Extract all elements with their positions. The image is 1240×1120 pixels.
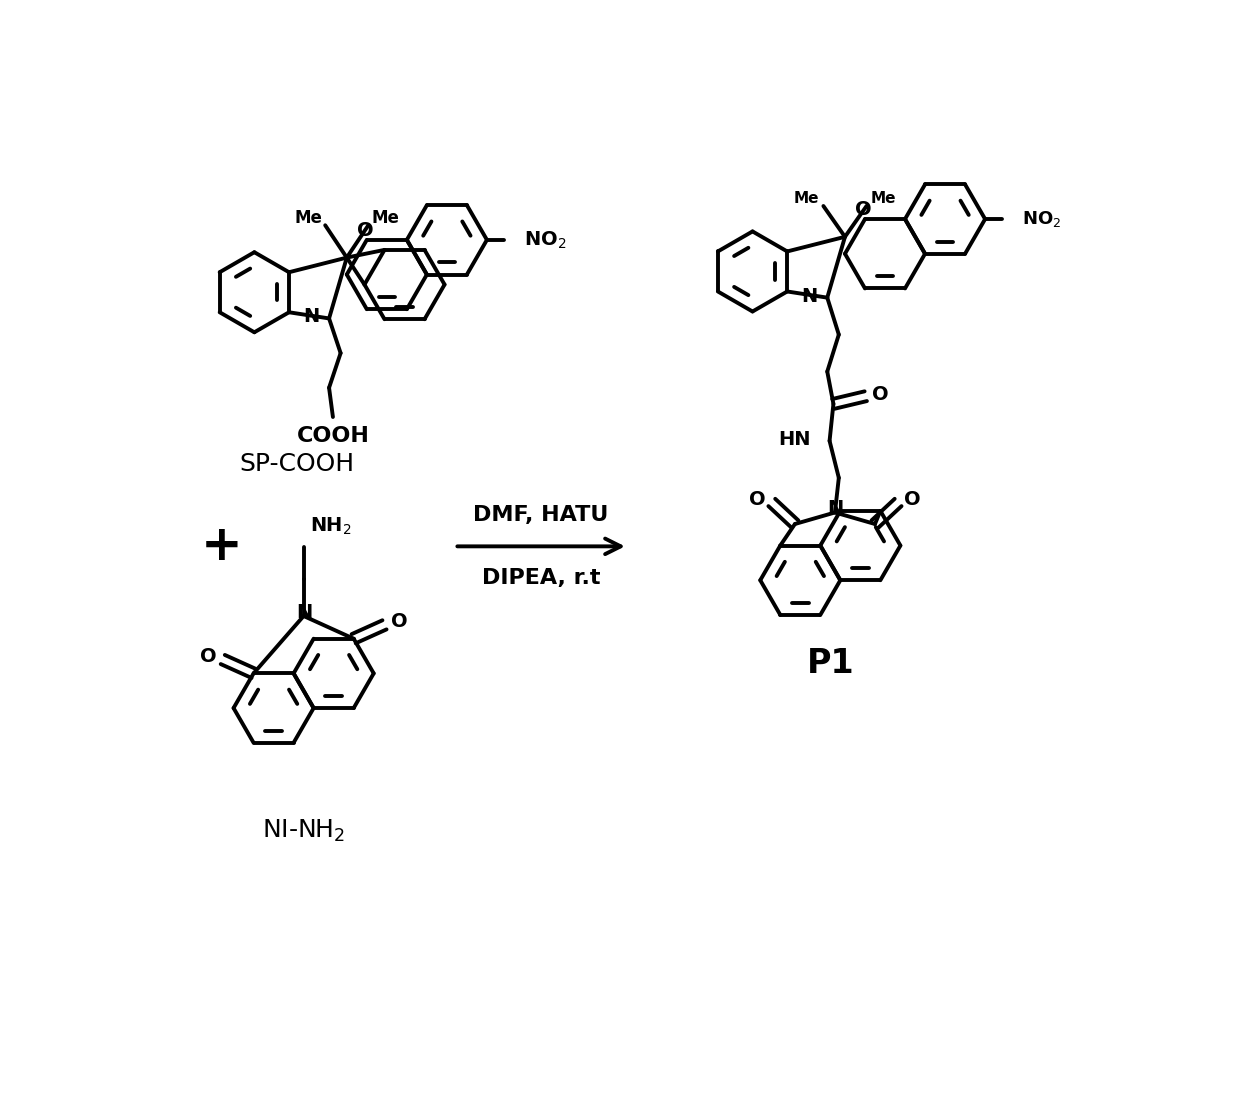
Text: NO$_2$: NO$_2$: [523, 230, 567, 251]
Text: Me: Me: [870, 190, 895, 206]
Text: Me: Me: [372, 208, 399, 226]
Text: NH$_2$: NH$_2$: [310, 516, 351, 538]
Text: N: N: [303, 307, 319, 326]
Text: Me: Me: [794, 190, 820, 206]
Text: N: N: [801, 287, 817, 306]
Text: Me: Me: [294, 208, 322, 226]
Text: N: N: [296, 604, 312, 623]
Text: N: N: [827, 500, 844, 519]
Text: HN: HN: [777, 430, 810, 449]
Text: O: O: [357, 221, 373, 240]
Text: P1: P1: [806, 647, 854, 680]
Text: O: O: [200, 647, 217, 666]
Text: COOH: COOH: [296, 427, 370, 446]
Text: DIPEA, r.t: DIPEA, r.t: [482, 568, 600, 588]
Text: +: +: [201, 522, 242, 570]
Text: O: O: [391, 613, 407, 632]
Text: O: O: [872, 385, 889, 404]
Text: O: O: [904, 489, 921, 508]
Text: O: O: [856, 200, 872, 220]
Text: O: O: [749, 489, 765, 508]
Text: NI-NH$_2$: NI-NH$_2$: [262, 818, 345, 844]
Text: DMF, HATU: DMF, HATU: [474, 505, 609, 525]
Text: NO$_2$: NO$_2$: [1022, 209, 1061, 230]
Text: SP-COOH: SP-COOH: [239, 451, 355, 476]
